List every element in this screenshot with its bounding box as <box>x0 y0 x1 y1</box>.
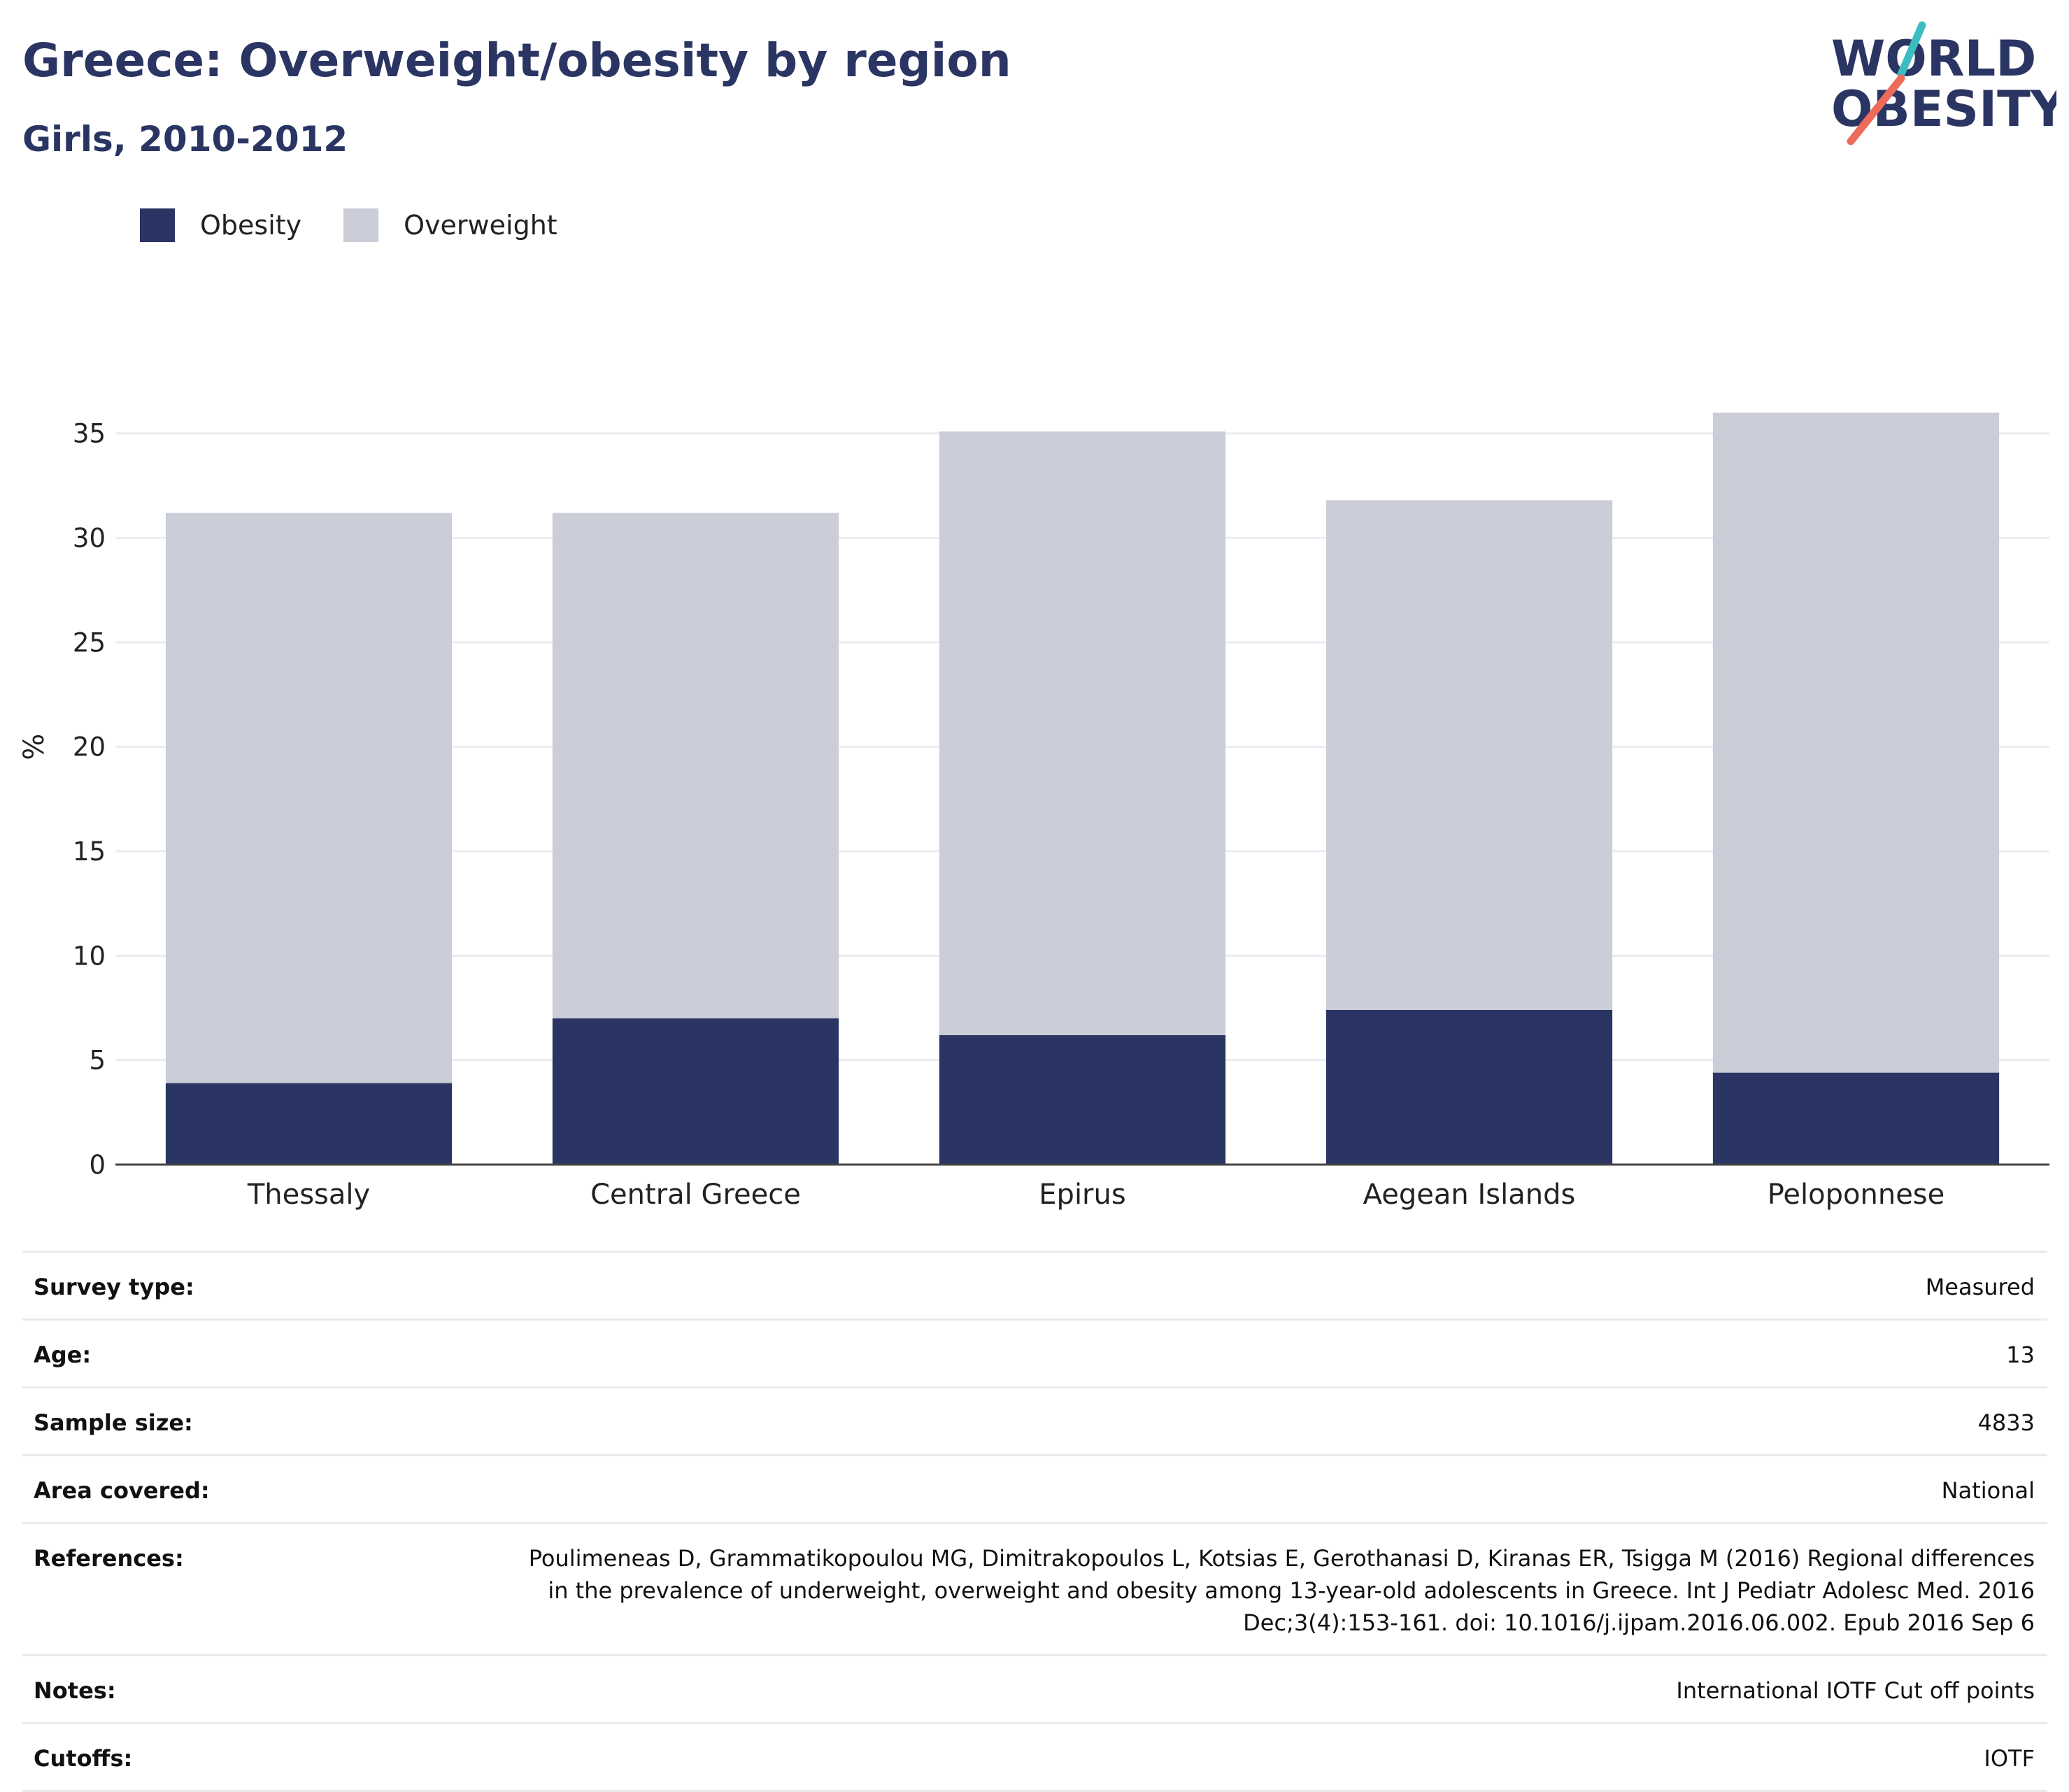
y-tick-label: 15 <box>73 837 106 867</box>
bar-overweight-central-greece[interactable] <box>552 513 839 1018</box>
info-row-survey-type: Survey type: Measured <box>22 1251 2047 1320</box>
info-row-references: References: Poulimeneas D, Grammatikopou… <box>22 1522 2047 1656</box>
info-label: Cutoffs: <box>22 1722 326 1792</box>
info-value: IOTF <box>326 1722 2047 1792</box>
logo-slash-coral <box>1847 74 1905 145</box>
info-label: Notes: <box>22 1654 326 1723</box>
survey-info-table: Survey type: Measured Age: 13 Sample siz… <box>22 1251 2047 1792</box>
info-value: Poulimeneas D, Grammatikopoulou MG, Dimi… <box>326 1522 2047 1656</box>
reference-line: Poulimeneas D, Grammatikopoulou MG, Dimi… <box>528 1545 2035 1572</box>
world-obesity-logo: WORLD OBESITY <box>1831 21 2056 145</box>
info-row-area-covered: Area covered: National <box>22 1454 2047 1523</box>
bar-obesity-thessaly[interactable] <box>165 1083 453 1165</box>
y-tick-label: 10 <box>73 941 106 971</box>
x-tick-label: Central Greece <box>590 1179 801 1211</box>
info-value: 4833 <box>326 1386 2047 1456</box>
y-tick-label: 35 <box>73 419 106 449</box>
legend-swatch-obesity <box>140 208 175 242</box>
y-tick-label: 30 <box>73 523 106 553</box>
info-row-age: Age: 13 <box>22 1318 2047 1388</box>
logo-text-world: WORLD <box>1831 30 2036 87</box>
bar-obesity-epirus[interactable] <box>939 1034 1226 1165</box>
x-tick-label: Peloponnese <box>1768 1179 1945 1211</box>
bar-obesity-central-greece[interactable] <box>552 1018 839 1165</box>
x-tick-label: Thessaly <box>247 1179 370 1211</box>
info-label: References: <box>22 1522 326 1656</box>
info-label: Sample size: <box>22 1386 326 1456</box>
y-tick-label: 25 <box>73 627 106 657</box>
bar-obesity-aegean-islands[interactable] <box>1325 1010 1613 1165</box>
info-label: Age: <box>22 1318 326 1388</box>
legend-swatch-overweight <box>343 208 379 242</box>
info-value: Measured <box>326 1251 2047 1320</box>
x-tick-label: Aegean Islands <box>1363 1179 1576 1211</box>
y-tick-label: 20 <box>73 732 106 762</box>
legend-item-overweight[interactable]: Overweight <box>343 208 557 242</box>
chart-title: Greece: Overweight/obesity by region <box>22 34 1011 87</box>
bar-overweight-thessaly[interactable] <box>165 513 453 1083</box>
chart-legend: Obesity Overweight <box>140 208 599 242</box>
x-tick-label: Epirus <box>1039 1179 1125 1211</box>
info-value: 13 <box>326 1318 2047 1388</box>
chart-subtitle: Girls, 2010-2012 <box>22 119 348 159</box>
info-value: National <box>326 1454 2047 1523</box>
legend-item-obesity[interactable]: Obesity <box>140 208 301 242</box>
stacked-bar-chart: 0 5 10 15 20 25 30 35% Thessaly Central Greece Epi… <box>18 412 2049 1211</box>
bar-obesity-peloponnese[interactable] <box>1712 1072 2000 1165</box>
legend-label-overweight: Overweight <box>404 210 557 241</box>
y-tick-label: 0 <box>89 1150 106 1180</box>
info-label: Survey type: <box>22 1251 326 1320</box>
info-row-cutoffs: Cutoffs: IOTF <box>22 1722 2047 1792</box>
legend-label-obesity: Obesity <box>200 210 302 241</box>
y-axis-label: % <box>18 734 50 760</box>
info-row-sample-size: Sample size: 4833 <box>22 1386 2047 1456</box>
bar-overweight-epirus[interactable] <box>939 431 1226 1035</box>
bar-overweight-aegean-islands[interactable] <box>1325 500 1613 1010</box>
reference-line: in the prevalence of underweight, overwe… <box>548 1577 2035 1604</box>
y-tick-label: 5 <box>89 1046 106 1076</box>
info-value: International IOTF Cut off points <box>326 1654 2047 1723</box>
reference-line: Dec;3(4):153-161. doi: 10.1016/j.ijpam.2… <box>1243 1609 2035 1636</box>
info-row-notes: Notes: International IOTF Cut off points <box>22 1654 2047 1723</box>
bar-overweight-peloponnese[interactable] <box>1712 412 2000 1073</box>
logo-slash-teal <box>1897 21 1926 78</box>
logo-text-obesity: OBESITY <box>1831 80 2056 138</box>
info-label: Area covered: <box>22 1454 326 1523</box>
